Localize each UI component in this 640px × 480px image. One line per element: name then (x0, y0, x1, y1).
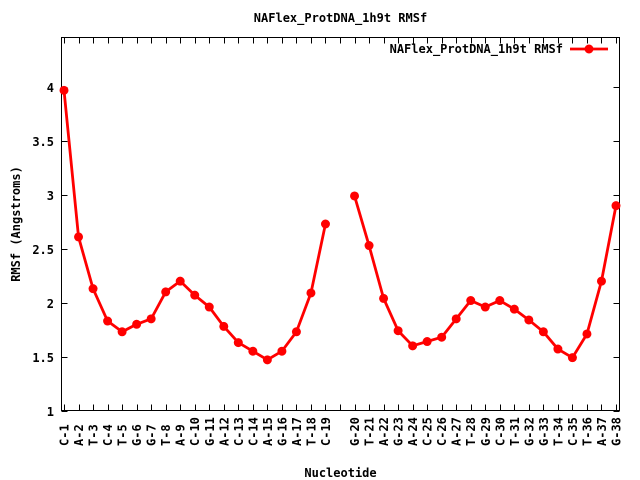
data-point (233, 338, 243, 348)
data-point (350, 191, 360, 201)
data-point (132, 319, 142, 329)
x-tick-label: A-37 (595, 417, 609, 446)
y-tick-label: 3 (47, 189, 54, 203)
data-point (364, 241, 374, 251)
data-point (204, 302, 214, 312)
legend: NAFlex_ProtDNA_1h9t RMSf (389, 41, 608, 56)
data-point (88, 284, 98, 294)
data-point (611, 201, 621, 211)
x-tick-label: G-33 (537, 417, 551, 446)
y-tick-label: 2.5 (32, 243, 54, 257)
x-tick-label: C-4 (101, 424, 115, 446)
x-tick-label: C-26 (435, 417, 449, 446)
data-point (582, 329, 592, 339)
series-line-strand-2 (353, 195, 618, 360)
data-point (190, 290, 200, 300)
x-tick-label: T-3 (87, 424, 101, 446)
x-tick-label: C-1 (58, 424, 72, 446)
data-point (306, 288, 316, 298)
y-tick-label: 1 (47, 405, 54, 419)
chart-title: NAFlex_ProtDNA_1h9t RMSf (253, 11, 428, 25)
data-point (509, 304, 519, 314)
y-tick-label: 4 (47, 81, 54, 95)
data-point (538, 327, 548, 337)
data-point (408, 341, 418, 351)
x-tick-label: A-17 (290, 417, 304, 446)
x-tick-label: G-7 (145, 424, 159, 446)
x-tick-label: T-31 (508, 417, 522, 446)
series-line-strand-1 (62, 90, 327, 362)
data-point (320, 219, 330, 229)
x-tick-label: C-30 (493, 417, 507, 446)
x-tick-label: G-23 (392, 417, 406, 446)
data-point (480, 302, 490, 312)
data-point (596, 276, 606, 286)
x-tick-label: A-22 (377, 417, 391, 446)
data-point (567, 353, 577, 363)
data-point (451, 314, 461, 324)
x-tick-label: G-6 (130, 424, 144, 446)
x-tick-label: G-32 (522, 417, 536, 446)
data-point (248, 346, 258, 356)
data-point (553, 344, 563, 354)
x-tick-label: A-2 (72, 424, 86, 446)
data-point (74, 232, 84, 242)
data-point (524, 315, 534, 325)
data-point (146, 314, 156, 324)
data-point (466, 296, 476, 306)
x-tick-label: T-21 (363, 417, 377, 446)
x-tick-label: T-36 (580, 417, 594, 446)
x-tick-label: C-19 (319, 417, 333, 446)
x-tick-label: C-35 (566, 417, 580, 446)
data-point (393, 326, 403, 336)
x-tick-label: G-29 (479, 417, 493, 446)
x-tick-label: C-10 (188, 417, 202, 446)
data-point (379, 293, 389, 303)
data-point (59, 85, 69, 95)
data-point (219, 321, 229, 331)
x-tick-label: T-34 (551, 417, 565, 446)
data-point (495, 296, 505, 306)
y-tick-label: 1.5 (32, 351, 54, 365)
x-tick-label: G-38 (610, 417, 624, 446)
x-tick-label: G-11 (203, 417, 217, 446)
data-point (291, 327, 301, 337)
x-tick-label: G-20 (348, 417, 362, 446)
x-tick-label: A-27 (450, 417, 464, 446)
x-tick-label: A-24 (406, 417, 420, 446)
x-tick-label: A-9 (174, 424, 188, 446)
data-point (175, 276, 185, 286)
legend-marker-icon (584, 44, 594, 53)
data-point (277, 346, 287, 356)
data-point (103, 316, 113, 326)
y-tick-label: 2 (47, 297, 54, 311)
x-tick-label: A-15 (261, 417, 275, 446)
x-tick-label: T-5 (116, 424, 130, 446)
x-tick-label: T-28 (464, 417, 478, 446)
x-tick-label: T-8 (159, 424, 173, 446)
legend-sample-icon (570, 44, 608, 53)
x-tick-label: G-16 (275, 417, 289, 446)
legend-label: NAFlex_ProtDNA_1h9t RMSf (389, 41, 563, 56)
data-point (437, 332, 447, 342)
x-tick-label: T-18 (304, 417, 318, 446)
data-point (161, 287, 171, 297)
plot-border (61, 37, 620, 411)
data-point (422, 337, 432, 347)
x-tick-label: C-25 (421, 417, 435, 446)
x-tick-label: C-13 (232, 417, 246, 446)
x-tick-label: A-12 (217, 417, 231, 446)
data-point (117, 327, 127, 337)
y-tick-label: 3.5 (32, 135, 54, 149)
x-tick-label: C-14 (246, 417, 260, 446)
data-point (262, 355, 272, 365)
x-axis-label: Nucleotide (304, 466, 377, 480)
